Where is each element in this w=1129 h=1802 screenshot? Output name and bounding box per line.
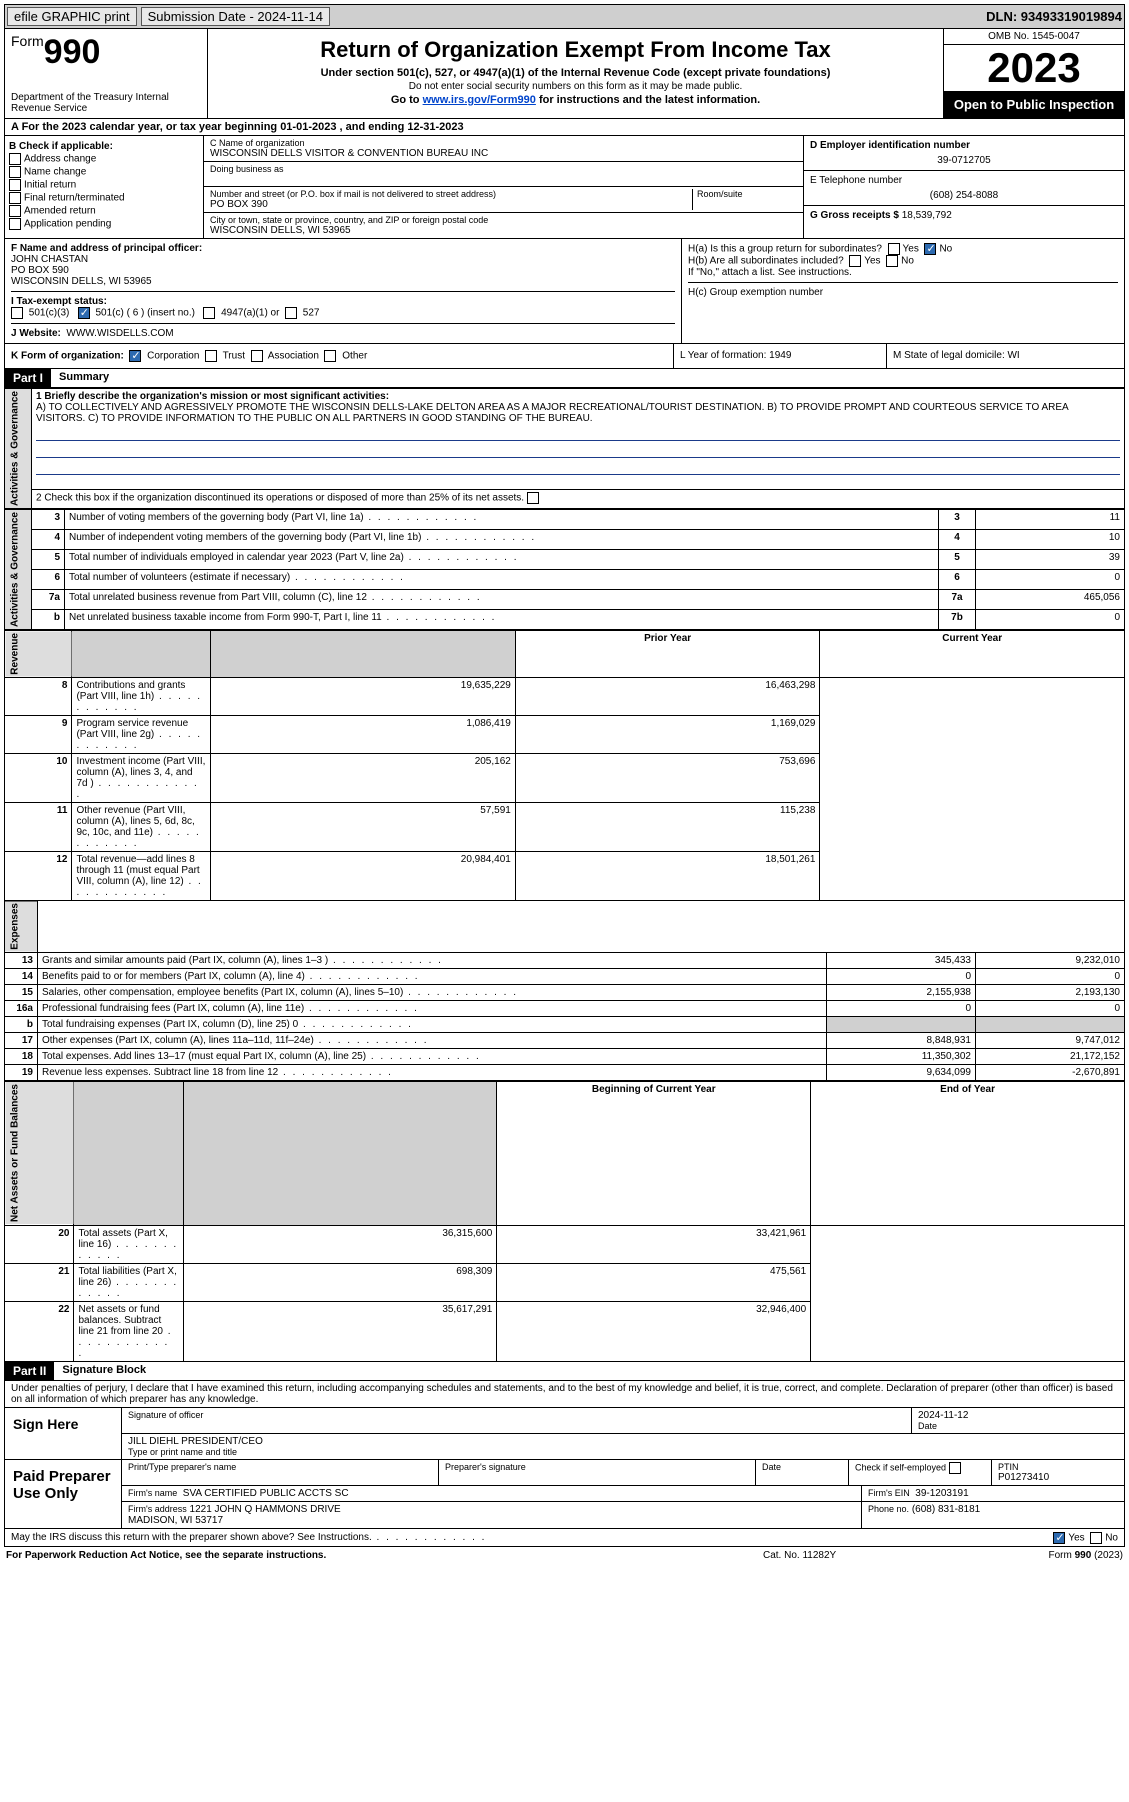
form-title: Return of Organization Exempt From Incom… xyxy=(214,37,937,63)
gov-rows: Activities & Governance3Number of voting… xyxy=(4,509,1125,630)
summary-table: Activities & Governance 1 Briefly descri… xyxy=(4,388,1125,509)
check-4947[interactable] xyxy=(203,307,215,319)
D-label: D Employer identification number xyxy=(810,140,1118,151)
k-assoc[interactable] xyxy=(251,350,263,362)
k-corp[interactable] xyxy=(129,350,141,362)
check-amended[interactable]: Amended return xyxy=(9,205,199,217)
q2-check[interactable] xyxy=(527,492,539,504)
row-K: K Form of organization: Corporation Trus… xyxy=(4,344,1125,369)
sign-here-label: Sign Here xyxy=(5,1408,122,1459)
officer-addr2: WISCONSIN DELLS, WI 53965 xyxy=(11,276,675,287)
discuss-row: May the IRS discuss this return with the… xyxy=(4,1529,1125,1547)
expense-table: Expenses 13Grants and similar amounts pa… xyxy=(4,901,1125,1082)
paid-label: Paid Preparer Use Only xyxy=(5,1460,122,1528)
Hb-label: H(b) Are all subordinates included? Yes … xyxy=(688,255,1118,267)
I-label: I Tax-exempt status: xyxy=(11,296,107,307)
phone-value: (608) 254-8088 xyxy=(810,190,1118,201)
submission-date-button[interactable]: Submission Date - 2024-11-14 xyxy=(141,7,330,26)
perjury-text: Under penalties of perjury, I declare th… xyxy=(4,1381,1125,1408)
E-label: E Telephone number xyxy=(810,175,1118,186)
check-address[interactable]: Address change xyxy=(9,153,199,165)
entity-info: B Check if applicable: Address change Na… xyxy=(4,136,1125,239)
officer-addr1: PO BOX 590 xyxy=(11,265,675,276)
city-label: City or town, state or province, country… xyxy=(210,215,797,225)
check-501c3[interactable] xyxy=(11,307,23,319)
page-footer: For Paperwork Reduction Act Notice, see … xyxy=(4,1547,1125,1564)
Hb-no[interactable] xyxy=(886,255,898,267)
vlabel-gov: Activities & Governance xyxy=(5,389,32,509)
street-value: PO BOX 390 xyxy=(210,199,692,210)
subtitle-2: Do not enter social security numbers on … xyxy=(214,81,937,92)
ein-value: 39-0712705 xyxy=(810,155,1118,166)
B-header: B Check if applicable: xyxy=(9,141,199,152)
check-final[interactable]: Final return/terminated xyxy=(9,192,199,204)
sign-here-block: Sign Here Signature of officer 2024-11-1… xyxy=(4,1408,1125,1460)
Hb-note: If "No," attach a list. See instructions… xyxy=(688,267,1118,278)
M-state: M State of legal domicile: WI xyxy=(887,344,1124,368)
k-trust[interactable] xyxy=(205,350,217,362)
dba-label: Doing business as xyxy=(210,164,797,174)
form-number: Form990 xyxy=(11,33,201,72)
efile-button[interactable]: efile GRAPHIC print xyxy=(7,7,137,26)
Ha-label: H(a) Is this a group return for subordin… xyxy=(688,243,1118,255)
check-501c[interactable] xyxy=(78,307,90,319)
line-A: A For the 2023 calendar year, or tax yea… xyxy=(4,119,1125,136)
F-label: F Name and address of principal officer: xyxy=(11,243,675,254)
omb-label: OMB No. 1545-0047 xyxy=(944,29,1124,45)
open-inspection: Open to Public Inspection xyxy=(944,91,1124,118)
vlabel-net: Net Assets or Fund Balances xyxy=(5,1082,74,1225)
officer-status-block: F Name and address of principal officer:… xyxy=(4,239,1125,344)
L-year: L Year of formation: 1949 xyxy=(674,344,887,368)
room-label: Room/suite xyxy=(697,189,797,199)
G-label: G Gross receipts $ xyxy=(810,210,899,221)
vlabel-exp: Expenses xyxy=(5,901,38,953)
q1-label: 1 Briefly describe the organization's mi… xyxy=(36,391,1120,402)
form-header: Form990 Department of the Treasury Inter… xyxy=(4,29,1125,119)
dln-label: DLN: 93493319019894 xyxy=(986,9,1122,24)
J-label: J Website: xyxy=(11,328,61,339)
subtitle-1: Under section 501(c), 527, or 4947(a)(1)… xyxy=(214,67,937,79)
mission-text: A) TO COLLECTIVELY AND AGRESSIVELY PROMO… xyxy=(36,402,1120,424)
Ha-no[interactable] xyxy=(924,243,936,255)
self-employed-check[interactable] xyxy=(949,1462,961,1474)
discuss-yes[interactable] xyxy=(1053,1532,1065,1544)
check-527[interactable] xyxy=(285,307,297,319)
discuss-no[interactable] xyxy=(1090,1532,1102,1544)
irs-link[interactable]: www.irs.gov/Form990 xyxy=(423,94,536,106)
vlabel-rev: Revenue xyxy=(5,631,72,678)
Hc-label: H(c) Group exemption number xyxy=(688,282,1118,298)
Ha-yes[interactable] xyxy=(888,243,900,255)
check-initial[interactable]: Initial return xyxy=(9,179,199,191)
tax-year: 2023 xyxy=(944,45,1124,91)
website-value: WWW.WISDELLS.COM xyxy=(66,328,173,339)
topbar: efile GRAPHIC print Submission Date - 20… xyxy=(4,4,1125,29)
gross-receipts: 18,539,792 xyxy=(902,210,952,221)
dept-label: Department of the Treasury Internal Reve… xyxy=(11,92,201,114)
org-name: WISCONSIN DELLS VISITOR & CONVENTION BUR… xyxy=(210,148,797,159)
k-other[interactable] xyxy=(324,350,336,362)
officer-printed: JILL DIEHL PRESIDENT/CEO xyxy=(128,1436,1118,1447)
street-label: Number and street (or P.O. box if mail i… xyxy=(210,189,692,199)
q2-label: 2 Check this box if the organization dis… xyxy=(32,489,1125,508)
part2-header: Part II Signature Block xyxy=(4,1362,1125,1381)
check-application[interactable]: Application pending xyxy=(9,218,199,230)
subtitle-3: Go to www.irs.gov/Form990 for instructio… xyxy=(214,94,937,106)
revenue-table: Revenue Prior Year Current Year 8Contrib… xyxy=(4,630,1125,901)
part1-header: Part I Summary xyxy=(4,369,1125,388)
city-value: WISCONSIN DELLS, WI 53965 xyxy=(210,225,797,236)
paid-preparer-block: Paid Preparer Use Only Print/Type prepar… xyxy=(4,1460,1125,1529)
Hb-yes[interactable] xyxy=(849,255,861,267)
officer-name: JOHN CHASTAN xyxy=(11,254,675,265)
check-name[interactable]: Name change xyxy=(9,166,199,178)
C-name-label: C Name of organization xyxy=(210,138,797,148)
netassets-table: Net Assets or Fund Balances Beginning of… xyxy=(4,1081,1125,1361)
